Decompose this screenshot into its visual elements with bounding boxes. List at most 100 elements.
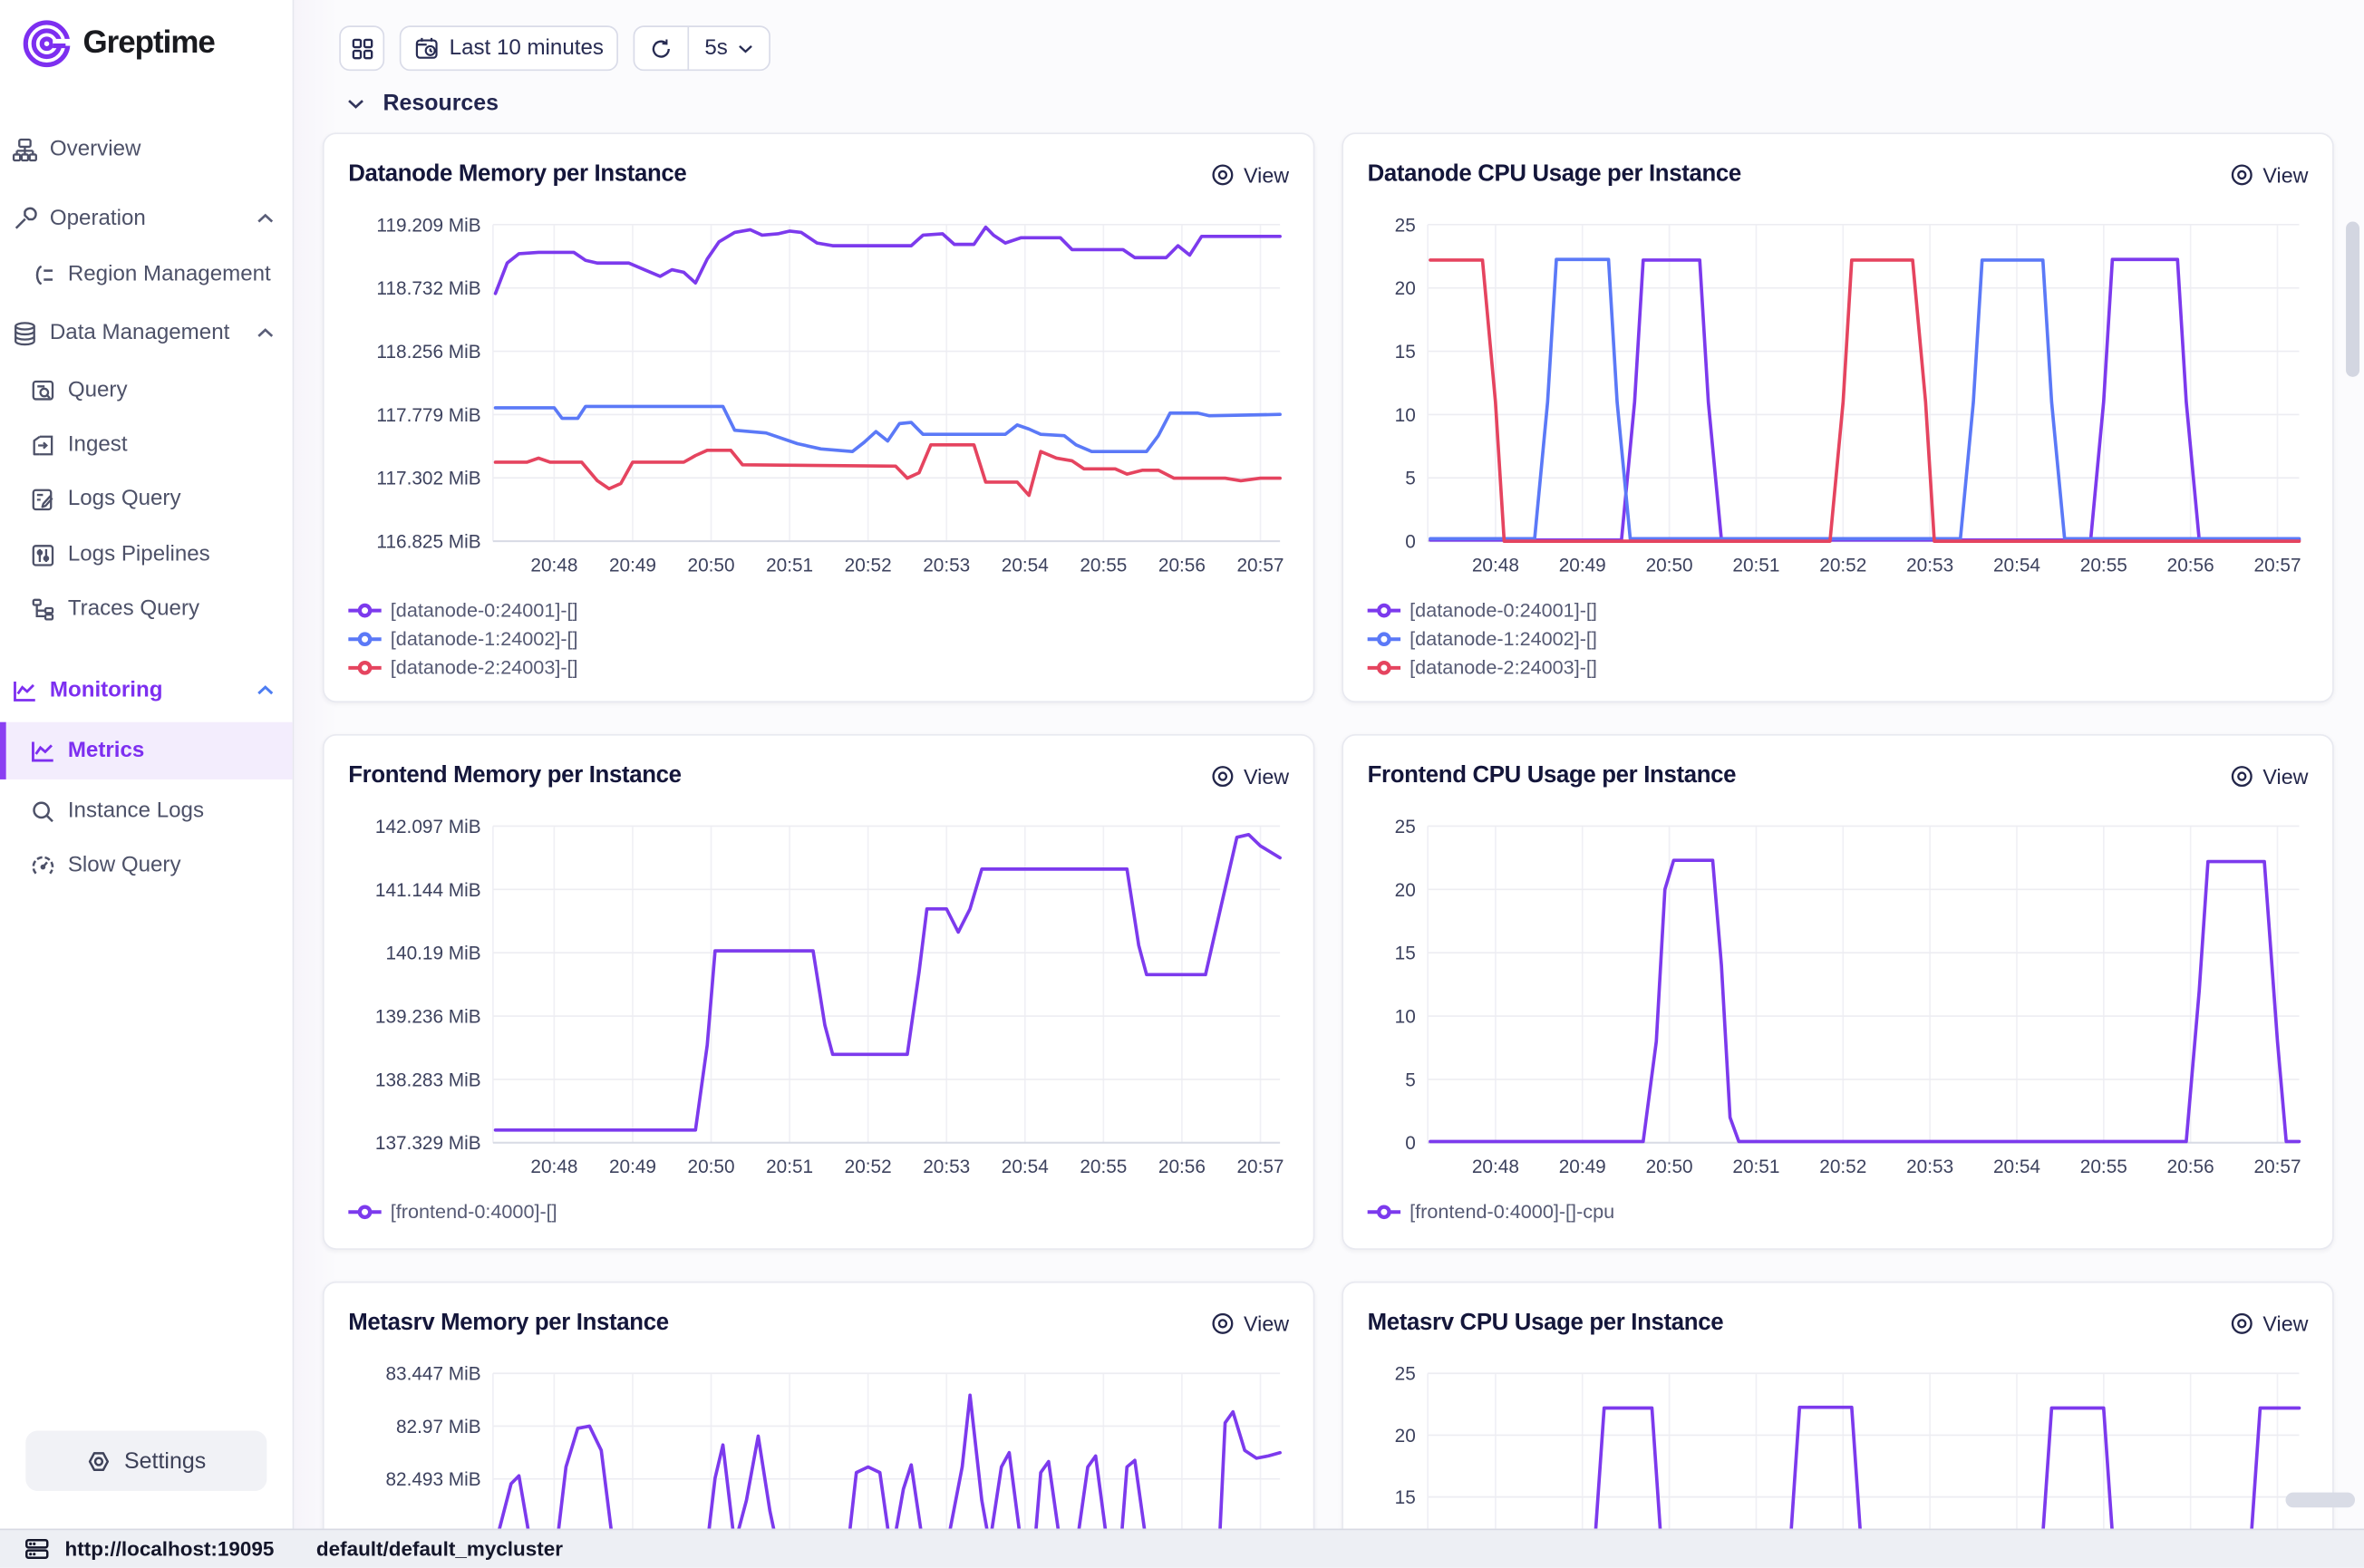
legend-item[interactable]: [datanode-0:24001]-[] — [348, 595, 1289, 624]
horizontal-scrollbar-thumb[interactable] — [2285, 1492, 2356, 1508]
chart-plot-area[interactable]: 119.209 MiB 118.732 MiB 118.256 MiB 117.779… — [348, 200, 1289, 580]
chevron-up-icon — [257, 213, 275, 225]
svg-text:20:54: 20:54 — [1002, 555, 1049, 576]
overview-icon — [12, 137, 37, 162]
svg-text:20:48: 20:48 — [530, 555, 577, 576]
svg-text:20:49: 20:49 — [609, 555, 656, 576]
view-button[interactable]: View — [1210, 163, 1289, 187]
cluster-name[interactable]: default/default_mycluster — [315, 1537, 563, 1561]
sidebar-item-logs-query[interactable]: Logs Query — [0, 475, 293, 523]
svg-text:20: 20 — [1395, 1426, 1416, 1447]
sidebar-item-label: Slow Query — [67, 853, 181, 878]
sidebar-item-query[interactable]: Query — [0, 366, 293, 414]
sidebar-item-region-management[interactable]: Region Management — [0, 250, 293, 298]
svg-text:20:51: 20:51 — [1732, 1157, 1779, 1177]
svg-text:15: 15 — [1395, 342, 1416, 363]
sidebar-item-data-management[interactable]: Data Management — [0, 309, 293, 357]
svg-text:20:54: 20:54 — [1993, 555, 2040, 576]
chart-plot-area[interactable]: 25 20 15 — [1368, 1350, 2309, 1529]
legend-marker-icon — [348, 602, 382, 617]
chart-title: Metasrv CPU Usage per Instance — [1367, 1310, 1724, 1336]
svg-text:25: 25 — [1395, 1364, 1416, 1385]
svg-text:20:51: 20:51 — [766, 1157, 813, 1177]
view-button[interactable]: View — [2230, 764, 2308, 789]
legend-item[interactable]: [datanode-1:24002]-[] — [348, 624, 1289, 653]
svg-text:20:57: 20:57 — [1236, 555, 1284, 576]
chart-plot-area[interactable]: 25 20 15 10 5 0 20:48 20:49 20:50 20:51 20:52 20:53… — [1368, 802, 2309, 1182]
settings-button[interactable]: Settings — [25, 1430, 267, 1491]
server-icon — [24, 1536, 50, 1562]
sidebar-item-metrics[interactable]: Metrics — [0, 721, 293, 779]
sidebar-item-operation[interactable]: Operation — [0, 195, 293, 243]
svg-text:0: 0 — [1405, 532, 1416, 553]
sidebar-item-monitoring[interactable]: Monitoring — [0, 666, 293, 714]
settings-label: Settings — [124, 1447, 207, 1474]
resources-section-toggle[interactable]: Resources — [347, 91, 499, 116]
sidebar-item-label: Metrics — [67, 739, 145, 763]
legend-item[interactable]: [frontend-0:4000]-[]-cpu — [1367, 1197, 2309, 1226]
svg-text:83.447 MiB: 83.447 MiB — [385, 1364, 480, 1385]
legend-item[interactable]: [datanode-2:24003]-[] — [348, 653, 1289, 682]
sidebar-item-ingest[interactable]: Ingest — [0, 421, 293, 469]
legend-label: [datanode-2:24003]-[] — [390, 655, 578, 679]
sidebar: Greptime Overview Operation Region Manag… — [0, 0, 295, 1529]
sidebar-item-instance-logs[interactable]: Instance Logs — [0, 787, 293, 835]
ingest-icon — [30, 432, 55, 458]
sidebar-item-label: Logs Pipelines — [67, 542, 210, 567]
chart-card-metasrv-cpu: Metasrv CPU Usage per Instance View 25 20… — [1342, 1281, 2334, 1529]
section-title: Resources — [383, 90, 499, 117]
chart-grid: Datanode Memory per Instance View 119.20… — [322, 132, 2334, 1529]
svg-text:25: 25 — [1395, 215, 1416, 236]
sidebar-item-label: Monitoring — [49, 678, 163, 703]
legend-item[interactable]: [datanode-0:24001]-[] — [1367, 595, 2309, 624]
chart-legend: [frontend-0:4000]-[] — [348, 1197, 1289, 1226]
refresh-interval-select[interactable]: 5s — [690, 27, 769, 70]
eye-icon — [1210, 764, 1235, 789]
chart-plot-area[interactable]: 25 20 15 10 5 0 20:48 20:49 20:50 20:51 20:52 20:53… — [1368, 200, 2309, 580]
brand-logo[interactable]: Greptime — [21, 18, 216, 70]
refresh-button[interactable] — [635, 27, 688, 70]
vertical-scrollbar-thumb[interactable] — [2346, 221, 2360, 377]
view-label: View — [1244, 764, 1290, 789]
svg-text:20:52: 20:52 — [845, 1157, 892, 1177]
svg-text:20:51: 20:51 — [766, 555, 813, 576]
svg-text:20:53: 20:53 — [923, 1157, 970, 1177]
chart-plot-area[interactable]: 83.447 MiB 82.97 MiB 82.493 MiB — [348, 1350, 1289, 1529]
view-button[interactable]: View — [2230, 163, 2308, 187]
sidebar-item-logs-pipelines[interactable]: Logs Pipelines — [0, 530, 293, 578]
layout-grid-button[interactable] — [339, 25, 385, 72]
legend-item[interactable]: [datanode-1:24002]-[] — [1367, 624, 2309, 653]
sidebar-item-label: Operation — [49, 206, 146, 231]
legend-item[interactable]: [datanode-2:24003]-[] — [1367, 653, 2309, 682]
sidebar-item-slow-query[interactable]: Slow Query — [0, 841, 293, 889]
time-range-label: Last 10 minutes — [449, 35, 604, 61]
brand-name: Greptime — [82, 25, 215, 61]
svg-text:142.097 MiB: 142.097 MiB — [375, 817, 481, 837]
sidebar-item-label: Instance Logs — [67, 799, 205, 824]
view-button[interactable]: View — [1210, 764, 1289, 789]
svg-text:25: 25 — [1395, 817, 1416, 837]
speedometer-icon — [30, 853, 55, 878]
chart-title: Frontend Memory per Instance — [348, 762, 682, 789]
sidebar-item-overview[interactable]: Overview — [0, 125, 293, 173]
endpoint-url[interactable]: http://localhost:19095 — [64, 1537, 275, 1561]
refresh-interval-value: 5s — [704, 35, 728, 61]
svg-text:20:56: 20:56 — [2167, 1157, 2214, 1177]
chart-plot-area[interactable]: 142.097 MiB 141.144 MiB 140.19 MiB 139.236 … — [348, 802, 1289, 1182]
gear-icon — [86, 1448, 111, 1474]
view-button[interactable]: View — [2230, 1312, 2308, 1336]
sidebar-item-label: Logs Query — [67, 487, 181, 511]
svg-text:20:53: 20:53 — [1906, 555, 1953, 576]
view-button[interactable]: View — [1210, 1312, 1289, 1336]
time-range-button[interactable]: Last 10 minutes — [399, 25, 619, 72]
wrench-icon — [12, 206, 37, 231]
sidebar-item-label: Traces Query — [67, 596, 200, 622]
svg-text:20:57: 20:57 — [2254, 1157, 2301, 1177]
sidebar-item-label: Region Management — [67, 262, 271, 287]
svg-text:20:53: 20:53 — [923, 555, 970, 576]
legend-item[interactable]: [frontend-0:4000]-[] — [348, 1197, 1289, 1226]
svg-text:20:50: 20:50 — [1646, 555, 1693, 576]
sidebar-item-traces-query[interactable]: Traces Query — [0, 585, 293, 633]
svg-text:5: 5 — [1405, 1070, 1416, 1090]
svg-text:140.19 MiB: 140.19 MiB — [385, 944, 480, 964]
